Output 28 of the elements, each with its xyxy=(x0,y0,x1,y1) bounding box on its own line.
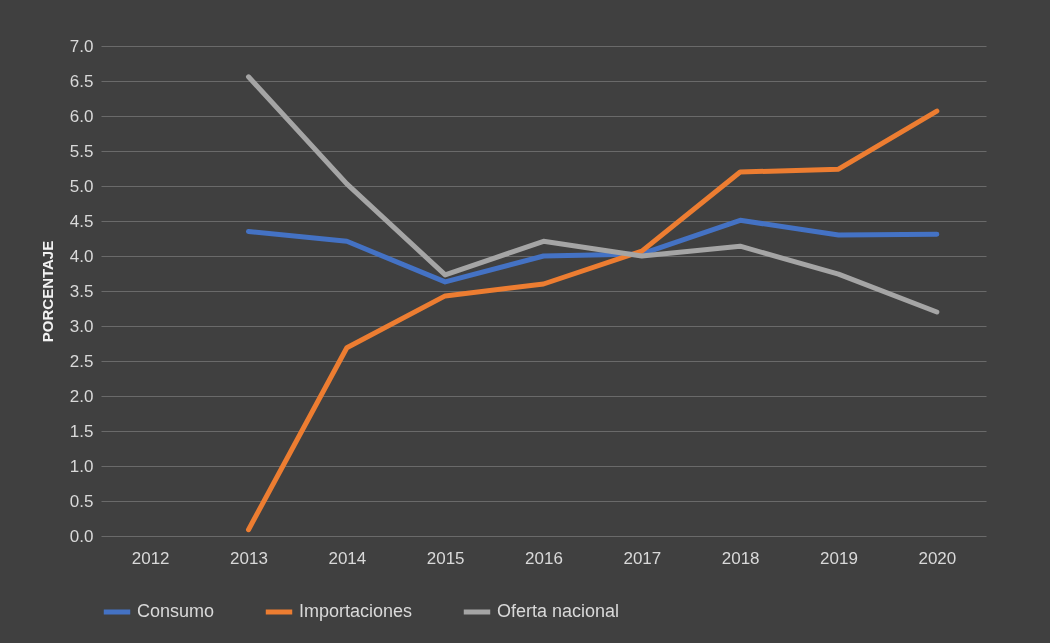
y-tick-label: 3.0 xyxy=(69,316,94,336)
x-tick-label: 2019 xyxy=(820,548,858,568)
legend-label: Importaciones xyxy=(299,601,413,621)
y-tick-label: 5.5 xyxy=(69,141,94,161)
y-axis-title: PORCENTAJE xyxy=(38,240,56,343)
y-tick-label: 3.5 xyxy=(69,281,94,301)
y-tick-label: 6.5 xyxy=(69,71,94,91)
x-tick-label: 2015 xyxy=(426,548,465,568)
y-tick-label: 1.5 xyxy=(69,421,94,441)
y-tick-label: 0.5 xyxy=(69,491,94,511)
x-tick-label: 2016 xyxy=(525,548,563,568)
x-tick-label: 2013 xyxy=(230,548,268,568)
legend-label: Oferta nacional xyxy=(497,601,620,621)
y-tick-label: 4.0 xyxy=(69,246,94,266)
y-tick-label: 4.5 xyxy=(69,211,94,231)
legend-label: Consumo xyxy=(137,601,215,621)
y-tick-label: 5.0 xyxy=(69,176,94,196)
x-tick-label: 2014 xyxy=(328,548,367,568)
y-tick-label: 1.0 xyxy=(69,456,94,476)
y-tick-label: 2.0 xyxy=(69,386,94,406)
x-tick-label: 2017 xyxy=(623,548,662,568)
y-tick-label: 0.0 xyxy=(69,526,94,546)
y-tick-label: 7.0 xyxy=(69,36,94,56)
x-tick-label: 2012 xyxy=(131,548,170,568)
y-tick-label: 6.0 xyxy=(69,106,94,126)
x-tick-label: 2018 xyxy=(721,548,760,568)
x-tick-label: 2020 xyxy=(918,548,957,568)
y-tick-label: 2.5 xyxy=(69,351,94,371)
